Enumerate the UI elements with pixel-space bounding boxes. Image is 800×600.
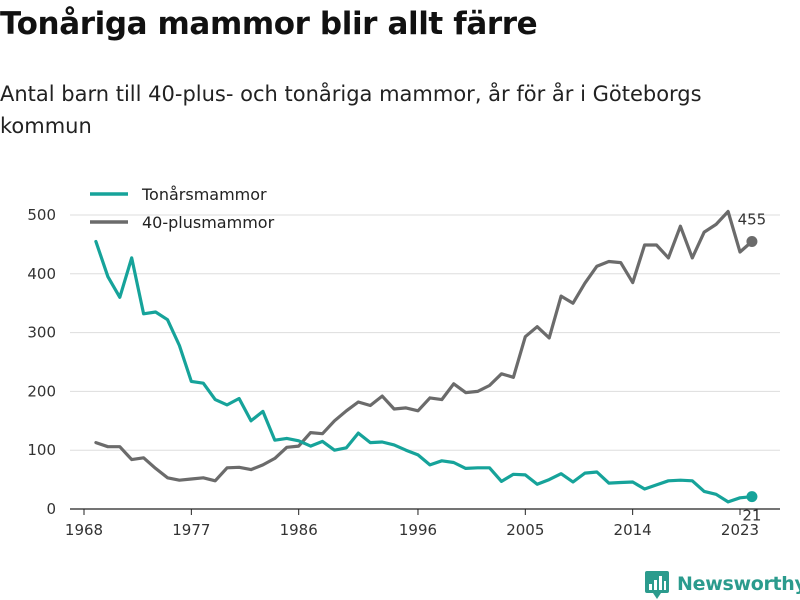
y-tick-label: 400 [27, 265, 56, 283]
x-tick-label: 1986 [280, 521, 318, 539]
y-tick-label: 0 [46, 500, 56, 518]
y-tick-label: 500 [27, 206, 56, 224]
y-axis-ticks: 0 100 200 300 400 500 [27, 206, 56, 518]
series-end-points: 455 21 [738, 210, 767, 524]
legend-label-0: Tonårsmammor [141, 185, 267, 204]
legend: Tonårsmammor 40-plusmammor [90, 185, 275, 232]
chart-subtitle: Antal barn till 40-plus- och tonåriga ma… [0, 82, 702, 138]
series-line-0 [94, 239, 754, 504]
x-tick-label: 1977 [172, 521, 210, 539]
y-tick-label: 100 [27, 441, 56, 459]
y-tick-label: 300 [27, 324, 56, 342]
series-lines [94, 209, 754, 504]
y-tick-label: 200 [27, 382, 56, 400]
x-tick-label: 2005 [506, 521, 544, 539]
series-end-point-0 [746, 491, 758, 503]
series-end-label-1: 455 [738, 210, 767, 228]
x-tick-label: 2023 [721, 521, 759, 539]
x-tick-label: 1996 [399, 521, 437, 539]
brand-logo: Newsworthy [644, 568, 800, 600]
series-end-label-0: 21 [742, 507, 761, 525]
newsworthy-logo-icon [645, 571, 669, 599]
x-tick-label: 2014 [614, 521, 652, 539]
series-line-1 [94, 209, 754, 483]
chart-title: Tonåriga mammor blir allt färre [0, 6, 538, 42]
series-end-point-1 [746, 235, 758, 247]
x-tick-label: 1968 [65, 521, 103, 539]
legend-label-1: 40-plusmammor [142, 213, 275, 232]
grid-lines [70, 214, 780, 451]
brand-name: Newsworthy [677, 573, 800, 595]
x-axis: 1968 1977 1986 1996 2005 2014 2023 [65, 508, 780, 539]
